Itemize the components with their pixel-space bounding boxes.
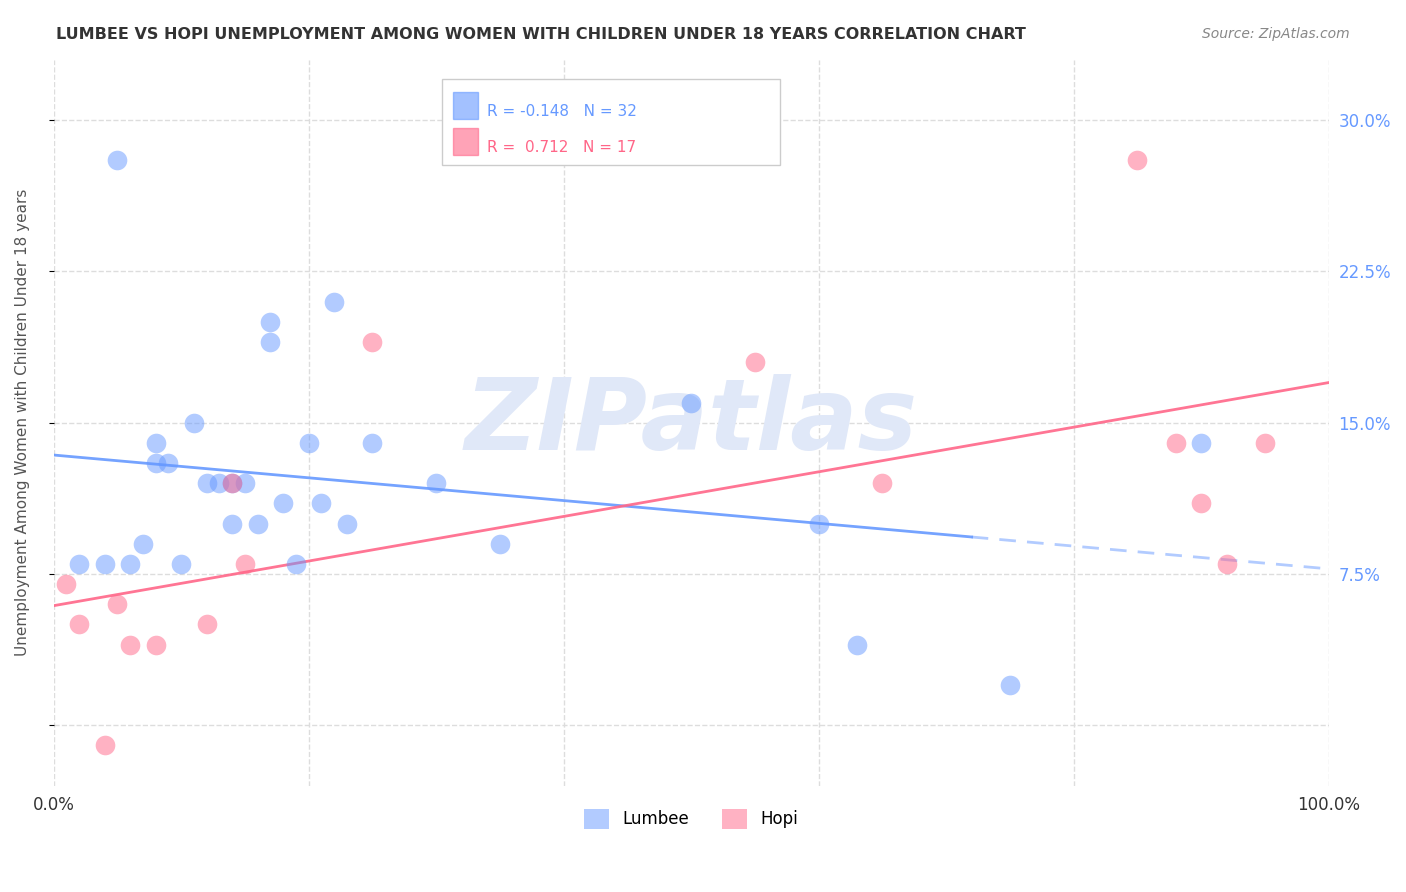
Lumbee <box>807 516 830 531</box>
Hopi <box>145 638 167 652</box>
Hopi <box>1254 435 1277 450</box>
Hopi <box>744 355 766 369</box>
Lumbee <box>246 516 269 531</box>
Lumbee <box>145 456 167 470</box>
Lumbee <box>681 395 703 409</box>
Lumbee <box>336 516 359 531</box>
Lumbee <box>845 638 868 652</box>
Lumbee <box>998 678 1021 692</box>
Lumbee <box>120 557 142 571</box>
Legend: Lumbee, Hopi: Lumbee, Hopi <box>578 802 806 836</box>
Lumbee <box>157 456 180 470</box>
Hopi <box>872 476 894 491</box>
Lumbee <box>284 557 307 571</box>
Lumbee <box>271 496 294 510</box>
Hopi <box>55 577 77 591</box>
Lumbee <box>93 557 115 571</box>
Text: R = -0.148   N = 32: R = -0.148 N = 32 <box>486 103 637 119</box>
Hopi <box>233 557 256 571</box>
Text: R =  0.712   N = 17: R = 0.712 N = 17 <box>486 140 637 155</box>
Hopi <box>195 617 218 632</box>
Hopi <box>1126 153 1149 168</box>
Y-axis label: Unemployment Among Women with Children Under 18 years: Unemployment Among Women with Children U… <box>15 189 30 657</box>
Lumbee <box>298 435 321 450</box>
Hopi <box>67 617 90 632</box>
Text: LUMBEE VS HOPI UNEMPLOYMENT AMONG WOMEN WITH CHILDREN UNDER 18 YEARS CORRELATION: LUMBEE VS HOPI UNEMPLOYMENT AMONG WOMEN … <box>56 27 1026 42</box>
Lumbee <box>132 537 155 551</box>
Hopi <box>93 739 115 753</box>
Lumbee <box>259 315 281 329</box>
Hopi <box>361 334 384 349</box>
Lumbee <box>323 294 346 309</box>
Lumbee <box>221 476 243 491</box>
Lumbee <box>221 516 243 531</box>
Lumbee <box>183 416 205 430</box>
Lumbee <box>425 476 447 491</box>
Bar <box>453 92 478 120</box>
Lumbee <box>361 435 384 450</box>
FancyBboxPatch shape <box>443 79 780 165</box>
Lumbee <box>195 476 218 491</box>
Lumbee <box>311 496 333 510</box>
Lumbee <box>233 476 256 491</box>
Lumbee <box>208 476 231 491</box>
Bar <box>453 128 478 155</box>
Hopi <box>1164 435 1187 450</box>
Hopi <box>1215 557 1237 571</box>
Lumbee <box>105 153 128 168</box>
Lumbee <box>67 557 90 571</box>
Hopi <box>221 476 243 491</box>
Hopi <box>1189 496 1212 510</box>
Text: ZIPatlas: ZIPatlas <box>464 374 918 471</box>
Hopi <box>120 638 142 652</box>
Lumbee <box>1189 435 1212 450</box>
Hopi <box>105 597 128 611</box>
Text: Source: ZipAtlas.com: Source: ZipAtlas.com <box>1202 27 1350 41</box>
Lumbee <box>145 435 167 450</box>
Lumbee <box>259 334 281 349</box>
Lumbee <box>489 537 512 551</box>
Lumbee <box>170 557 193 571</box>
